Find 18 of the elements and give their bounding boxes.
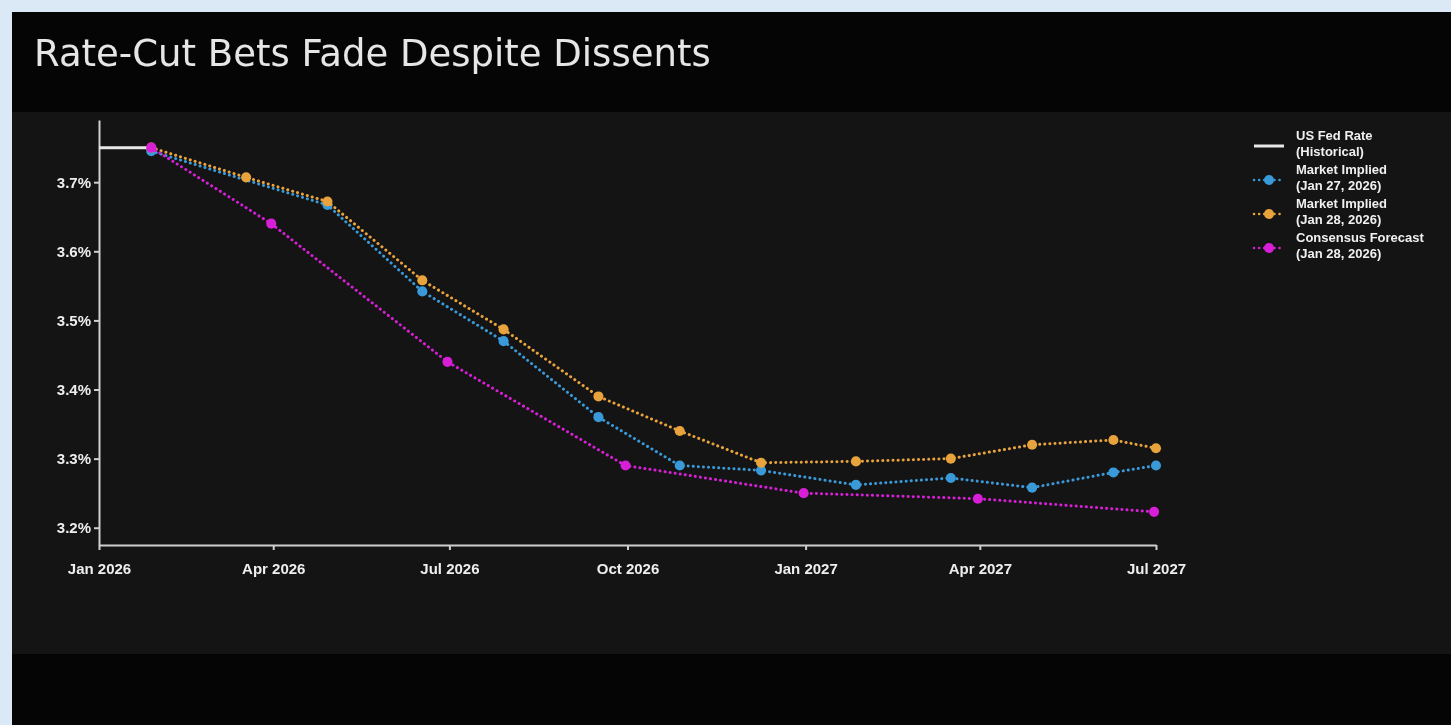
legend-label: Consensus Forecast (Jan 28, 2026) [1296, 230, 1425, 261]
y-tick-label: 3.2% [56, 519, 91, 537]
legend-label: US Fed Rate (Historical) [1296, 128, 1373, 159]
legend-label: Market Implied (Jan 28, 2026) [1296, 196, 1388, 227]
x-tick-label: Jul 2027 [1126, 560, 1187, 577]
y-tick-label: 3.4% [56, 380, 91, 398]
y-tick-label: 3.5% [56, 311, 91, 329]
y-tick-label: 3.3% [56, 449, 91, 467]
x-tick-label: Apr 2026 [242, 560, 306, 577]
chart-title: Rate-Cut Bets Fade Despite Dissents [34, 32, 711, 75]
x-tick-label: Apr 2027 [948, 560, 1013, 577]
y-tick-label: 3.6% [56, 242, 91, 260]
x-tick-label: Jul 2026 [420, 560, 480, 577]
x-tick-label: Jan 2027 [774, 560, 838, 577]
legend-label: Market Implied (Jan 27, 2026) [1296, 162, 1388, 193]
y-tick-label: 3.7% [56, 173, 91, 191]
x-tick-label: Oct 2026 [596, 560, 660, 577]
x-tick-label: Jan 2026 [67, 560, 132, 577]
